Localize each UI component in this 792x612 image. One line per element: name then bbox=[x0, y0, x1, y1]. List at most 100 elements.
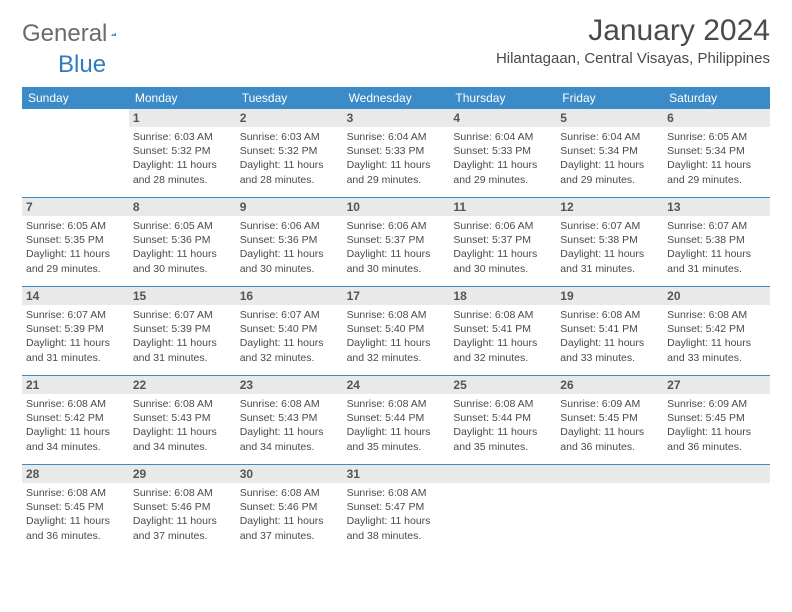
day-info: Sunrise: 6:08 AMSunset: 5:46 PMDaylight:… bbox=[240, 486, 339, 543]
day-info: Sunrise: 6:08 AMSunset: 5:41 PMDaylight:… bbox=[560, 308, 659, 365]
day-number: 6 bbox=[663, 109, 770, 127]
day-number: 27 bbox=[663, 376, 770, 394]
day-number: 17 bbox=[343, 287, 450, 305]
day-info: Sunrise: 6:06 AMSunset: 5:37 PMDaylight:… bbox=[453, 219, 552, 276]
day-info: Sunrise: 6:07 AMSunset: 5:38 PMDaylight:… bbox=[560, 219, 659, 276]
day-number: 7 bbox=[22, 198, 129, 216]
day-number: 4 bbox=[449, 109, 556, 127]
day-info: Sunrise: 6:08 AMSunset: 5:40 PMDaylight:… bbox=[347, 308, 446, 365]
calendar-body: 1Sunrise: 6:03 AMSunset: 5:32 PMDaylight… bbox=[22, 109, 770, 553]
day-number: 1 bbox=[129, 109, 236, 127]
day-cell: 1Sunrise: 6:03 AMSunset: 5:32 PMDaylight… bbox=[129, 109, 236, 197]
day-info: Sunrise: 6:07 AMSunset: 5:39 PMDaylight:… bbox=[26, 308, 125, 365]
day-info: Sunrise: 6:08 AMSunset: 5:46 PMDaylight:… bbox=[133, 486, 232, 543]
calendar-week-row: 7 Sunrise: 6:05 AMSunset: 5:35 PMDaylight… bbox=[22, 198, 770, 287]
day-cell: 20 Sunrise: 6:08 AMSunset: 5:42 PMDayligh… bbox=[663, 287, 770, 375]
day-cell: 3 Sunrise: 6:04 AMSunset: 5:33 PMDaylight… bbox=[343, 109, 450, 197]
day-info: Sunrise: 6:04 AMSunset: 5:33 PMDaylight:… bbox=[347, 130, 446, 187]
day-info: Sunrise: 6:09 AMSunset: 5:45 PMDaylight:… bbox=[560, 397, 659, 454]
logo: General bbox=[22, 14, 139, 48]
day-number: 20 bbox=[663, 287, 770, 305]
day-info: Sunrise: 6:04 AMSunset: 5:34 PMDaylight:… bbox=[560, 130, 659, 187]
calendar-week-row: 14Sunrise: 6:07 AMSunset: 5:39 PMDayligh… bbox=[22, 287, 770, 376]
day-cell: 30Sunrise: 6:08 AMSunset: 5:46 PMDayligh… bbox=[236, 465, 343, 553]
day-number: 15 bbox=[129, 287, 236, 305]
month-title: January 2024 bbox=[496, 14, 770, 48]
day-number: 22 bbox=[129, 376, 236, 394]
day-number: 12 bbox=[556, 198, 663, 216]
logo-mark-icon bbox=[111, 24, 116, 44]
day-number bbox=[22, 109, 129, 127]
calendar-week-row: 28 Sunrise: 6:08 AMSunset: 5:45 PMDayligh… bbox=[22, 465, 770, 553]
day-cell: 2Sunrise: 6:03 AMSunset: 5:32 PMDaylight… bbox=[236, 109, 343, 197]
location-text: Hilantagaan, Central Visayas, Philippine… bbox=[496, 50, 770, 67]
weekday-header: Saturday bbox=[663, 87, 770, 109]
calendar: SundayMondayTuesdayWednesdayThursdayFrid… bbox=[22, 87, 770, 553]
day-info: Sunrise: 6:08 AMSunset: 5:42 PMDaylight:… bbox=[26, 397, 125, 454]
weekday-header: Tuesday bbox=[236, 87, 343, 109]
day-cell: 17 Sunrise: 6:08 AMSunset: 5:40 PMDayligh… bbox=[343, 287, 450, 375]
day-number: 8 bbox=[129, 198, 236, 216]
logo-text-1: General bbox=[22, 20, 107, 48]
day-info: Sunrise: 6:08 AMSunset: 5:44 PMDaylight:… bbox=[347, 397, 446, 454]
day-info: Sunrise: 6:03 AMSunset: 5:32 PMDaylight:… bbox=[240, 130, 339, 187]
day-info: Sunrise: 6:08 AMSunset: 5:41 PMDaylight:… bbox=[453, 308, 552, 365]
day-cell: 7 Sunrise: 6:05 AMSunset: 5:35 PMDaylight… bbox=[22, 198, 129, 286]
weekday-header: Thursday bbox=[449, 87, 556, 109]
day-number bbox=[449, 465, 556, 483]
day-cell: 5 Sunrise: 6:04 AMSunset: 5:34 PMDaylight… bbox=[556, 109, 663, 197]
day-number: 29 bbox=[129, 465, 236, 483]
day-info: Sunrise: 6:08 AMSunset: 5:45 PMDaylight:… bbox=[26, 486, 125, 543]
day-info: Sunrise: 6:09 AMSunset: 5:45 PMDaylight:… bbox=[667, 397, 766, 454]
day-number: 10 bbox=[343, 198, 450, 216]
day-cell: 23 Sunrise: 6:08 AMSunset: 5:43 PMDayligh… bbox=[236, 376, 343, 464]
day-info: Sunrise: 6:08 AMSunset: 5:43 PMDaylight:… bbox=[240, 397, 339, 454]
day-number: 24 bbox=[343, 376, 450, 394]
empty-cell bbox=[22, 109, 129, 197]
empty-cell bbox=[449, 465, 556, 553]
day-number bbox=[556, 465, 663, 483]
day-number: 11 bbox=[449, 198, 556, 216]
day-cell: 24 Sunrise: 6:08 AMSunset: 5:44 PMDayligh… bbox=[343, 376, 450, 464]
day-cell: 15Sunrise: 6:07 AMSunset: 5:39 PMDayligh… bbox=[129, 287, 236, 375]
day-cell: 6 Sunrise: 6:05 AMSunset: 5:34 PMDaylight… bbox=[663, 109, 770, 197]
weekday-header: Wednesday bbox=[343, 87, 450, 109]
calendar-week-row: 1Sunrise: 6:03 AMSunset: 5:32 PMDaylight… bbox=[22, 109, 770, 198]
day-number: 9 bbox=[236, 198, 343, 216]
day-cell: 21Sunrise: 6:08 AMSunset: 5:42 PMDayligh… bbox=[22, 376, 129, 464]
logo-text-2: Blue bbox=[22, 51, 106, 79]
weekday-header: Sunday bbox=[22, 87, 129, 109]
day-cell: 16Sunrise: 6:07 AMSunset: 5:40 PMDayligh… bbox=[236, 287, 343, 375]
day-number: 5 bbox=[556, 109, 663, 127]
day-cell: 29 Sunrise: 6:08 AMSunset: 5:46 PMDayligh… bbox=[129, 465, 236, 553]
day-cell: 12 Sunrise: 6:07 AMSunset: 5:38 PMDayligh… bbox=[556, 198, 663, 286]
day-info: Sunrise: 6:07 AMSunset: 5:38 PMDaylight:… bbox=[667, 219, 766, 276]
day-cell: 18 Sunrise: 6:08 AMSunset: 5:41 PMDayligh… bbox=[449, 287, 556, 375]
day-number: 26 bbox=[556, 376, 663, 394]
day-number: 23 bbox=[236, 376, 343, 394]
empty-cell bbox=[663, 465, 770, 553]
day-info: Sunrise: 6:08 AMSunset: 5:42 PMDaylight:… bbox=[667, 308, 766, 365]
day-cell: 11 Sunrise: 6:06 AMSunset: 5:37 PMDayligh… bbox=[449, 198, 556, 286]
day-info: Sunrise: 6:08 AMSunset: 5:44 PMDaylight:… bbox=[453, 397, 552, 454]
day-number: 3 bbox=[343, 109, 450, 127]
title-block: January 2024 Hilantagaan, Central Visaya… bbox=[496, 14, 770, 67]
empty-cell bbox=[556, 465, 663, 553]
day-info: Sunrise: 6:06 AMSunset: 5:36 PMDaylight:… bbox=[240, 219, 339, 276]
day-number: 31 bbox=[343, 465, 450, 483]
weekday-header: Friday bbox=[556, 87, 663, 109]
day-cell: 9 Sunrise: 6:06 AMSunset: 5:36 PMDaylight… bbox=[236, 198, 343, 286]
day-number: 18 bbox=[449, 287, 556, 305]
day-number bbox=[663, 465, 770, 483]
day-cell: 22Sunrise: 6:08 AMSunset: 5:43 PMDayligh… bbox=[129, 376, 236, 464]
day-number: 28 bbox=[22, 465, 129, 483]
day-info: Sunrise: 6:04 AMSunset: 5:33 PMDaylight:… bbox=[453, 130, 552, 187]
day-cell: 8 Sunrise: 6:05 AMSunset: 5:36 PMDaylight… bbox=[129, 198, 236, 286]
day-cell: 4 Sunrise: 6:04 AMSunset: 5:33 PMDaylight… bbox=[449, 109, 556, 197]
day-info: Sunrise: 6:05 AMSunset: 5:36 PMDaylight:… bbox=[133, 219, 232, 276]
day-cell: 13Sunrise: 6:07 AMSunset: 5:38 PMDayligh… bbox=[663, 198, 770, 286]
day-info: Sunrise: 6:05 AMSunset: 5:34 PMDaylight:… bbox=[667, 130, 766, 187]
day-info: Sunrise: 6:05 AMSunset: 5:35 PMDaylight:… bbox=[26, 219, 125, 276]
day-cell: 26 Sunrise: 6:09 AMSunset: 5:45 PMDayligh… bbox=[556, 376, 663, 464]
day-cell: 28 Sunrise: 6:08 AMSunset: 5:45 PMDayligh… bbox=[22, 465, 129, 553]
